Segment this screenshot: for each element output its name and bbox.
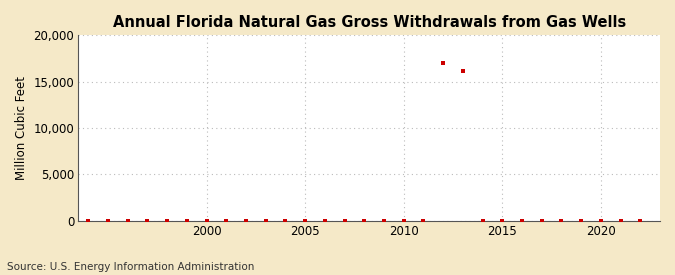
Point — [458, 68, 468, 73]
Point — [615, 219, 626, 223]
Point — [438, 61, 449, 65]
Point — [418, 219, 429, 223]
Point — [477, 219, 488, 223]
Point — [497, 219, 508, 223]
Point — [516, 219, 527, 223]
Point — [359, 219, 370, 223]
Point — [576, 219, 587, 223]
Point — [280, 219, 291, 223]
Title: Annual Florida Natural Gas Gross Withdrawals from Gas Wells: Annual Florida Natural Gas Gross Withdra… — [113, 15, 626, 30]
Point — [63, 219, 74, 223]
Point — [83, 219, 94, 223]
Point — [240, 219, 251, 223]
Y-axis label: Million Cubic Feet: Million Cubic Feet — [15, 76, 28, 180]
Point — [537, 219, 547, 223]
Point — [635, 219, 646, 223]
Point — [340, 219, 350, 223]
Point — [201, 219, 212, 223]
Point — [122, 219, 133, 223]
Point — [319, 219, 330, 223]
Point — [556, 219, 567, 223]
Point — [300, 219, 310, 223]
Text: Source: U.S. Energy Information Administration: Source: U.S. Energy Information Administ… — [7, 262, 254, 272]
Point — [182, 219, 192, 223]
Point — [398, 219, 409, 223]
Point — [103, 219, 113, 223]
Point — [261, 219, 271, 223]
Point — [221, 219, 232, 223]
Point — [595, 219, 606, 223]
Point — [379, 219, 389, 223]
Point — [162, 219, 173, 223]
Point — [142, 219, 153, 223]
